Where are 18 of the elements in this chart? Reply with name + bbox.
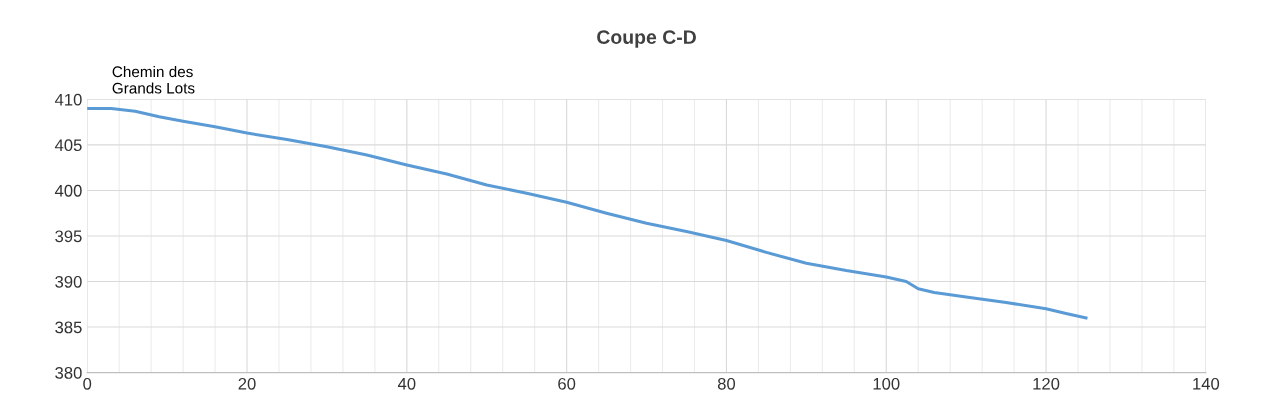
y-tick-label: 380	[55, 367, 82, 379]
y-tick-label: 405	[54, 139, 82, 152]
x-tick-label: 100	[873, 377, 900, 390]
y-tick-label: 400	[54, 184, 82, 197]
line-series	[87, 106, 1088, 320]
x-tick-label: 20	[238, 377, 256, 390]
y-tick-label: 390	[55, 275, 82, 288]
x-tick-label: 140	[1193, 377, 1220, 390]
x-tick-label: 60	[558, 377, 576, 390]
chart-title: Coupe C-D	[597, 30, 696, 48]
x-tick-label: 40	[397, 377, 416, 390]
y-tick-label: 385	[55, 321, 82, 334]
x-tick-label: 0	[83, 377, 92, 390]
y-tick-label: 395	[55, 230, 82, 243]
x-tick-label: 120	[1033, 377, 1060, 390]
y-tick-label: 410	[54, 93, 82, 106]
text: Chemin des Grands Lots	[112, 65, 195, 94]
x-tick-label: 80	[717, 377, 736, 390]
